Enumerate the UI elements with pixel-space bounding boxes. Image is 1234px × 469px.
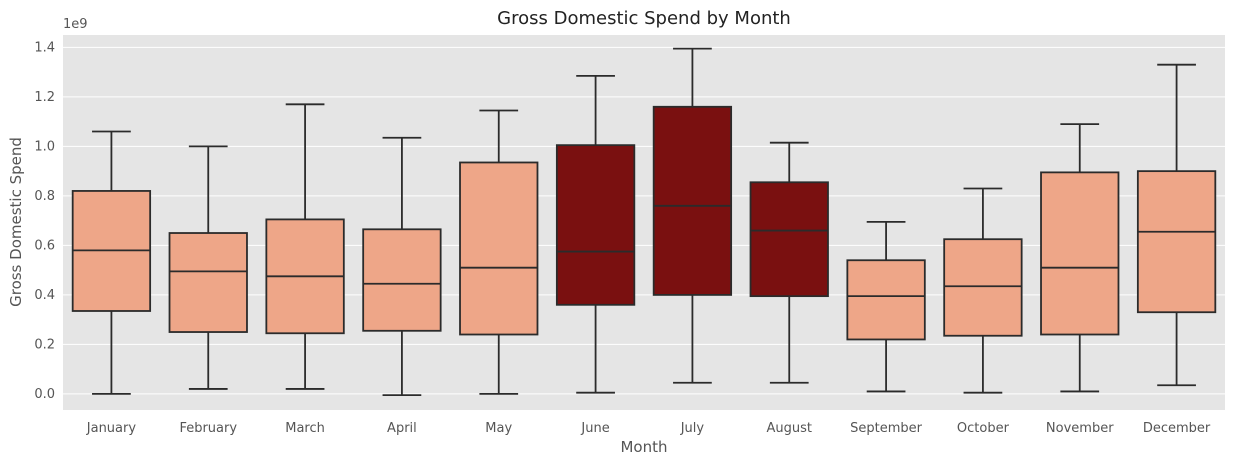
x-tick-label: September xyxy=(850,421,923,436)
box-iqr xyxy=(652,105,733,296)
box-iqr xyxy=(1040,171,1120,336)
box-march xyxy=(265,103,345,390)
box-iqr xyxy=(555,144,636,306)
chart-title: Gross Domestic Spend by Month xyxy=(497,8,791,29)
box-august xyxy=(749,141,829,384)
x-tick-label: April xyxy=(387,421,417,436)
box-iqr xyxy=(459,161,539,336)
box-iqr xyxy=(749,181,829,298)
box-january xyxy=(71,130,152,395)
y-tick-label: 0.4 xyxy=(34,288,55,303)
box-september xyxy=(846,220,926,393)
x-tick-label: November xyxy=(1046,421,1114,436)
box-iqr xyxy=(846,259,926,341)
y-tick-label: 0.0 xyxy=(34,387,55,402)
box-iqr xyxy=(1136,170,1217,314)
y-tick-label: 1.0 xyxy=(34,139,55,154)
grid-lines xyxy=(63,46,1225,395)
box-october xyxy=(943,187,1023,394)
y-axis-title: Gross Domestic Spend xyxy=(7,137,25,307)
x-tick-label: January xyxy=(86,421,137,436)
plot-area xyxy=(63,35,1225,410)
box-february xyxy=(168,145,248,390)
box-iqr xyxy=(168,232,248,333)
x-tick-label: March xyxy=(285,421,325,436)
x-tick-label: July xyxy=(680,421,705,436)
x-tick-label: February xyxy=(179,421,237,436)
x-tick-labels: January February March April May June July Augu… xyxy=(86,421,1211,436)
x-tick-label: May xyxy=(485,421,512,436)
y-tick-label: 1.4 xyxy=(34,40,55,55)
y-tick-label: 0.8 xyxy=(34,189,55,204)
box-december xyxy=(1136,63,1217,387)
box-may xyxy=(459,109,539,395)
y-axis-offset-label: 1e9 xyxy=(63,17,88,32)
x-tick-label: December xyxy=(1143,421,1211,436)
x-tick-label: August xyxy=(767,421,813,436)
x-axis-title: Month xyxy=(620,438,667,456)
y-tick-labels: 0.0 0.2 0.4 0.6 0.8 1.0 1.2 1.4 xyxy=(34,40,55,402)
y-tick-label: 1.2 xyxy=(34,90,55,105)
box-june xyxy=(555,74,636,394)
box-series xyxy=(71,47,1217,397)
x-tick-label: October xyxy=(957,421,1010,436)
y-tick-label: 0.2 xyxy=(34,337,55,352)
box-iqr xyxy=(943,238,1023,337)
y-tick-label: 0.6 xyxy=(34,238,55,253)
box-april xyxy=(362,136,442,397)
box-july xyxy=(652,47,733,384)
x-tick-label: June xyxy=(580,421,609,436)
box-iqr xyxy=(362,228,442,332)
box-november xyxy=(1040,123,1120,393)
